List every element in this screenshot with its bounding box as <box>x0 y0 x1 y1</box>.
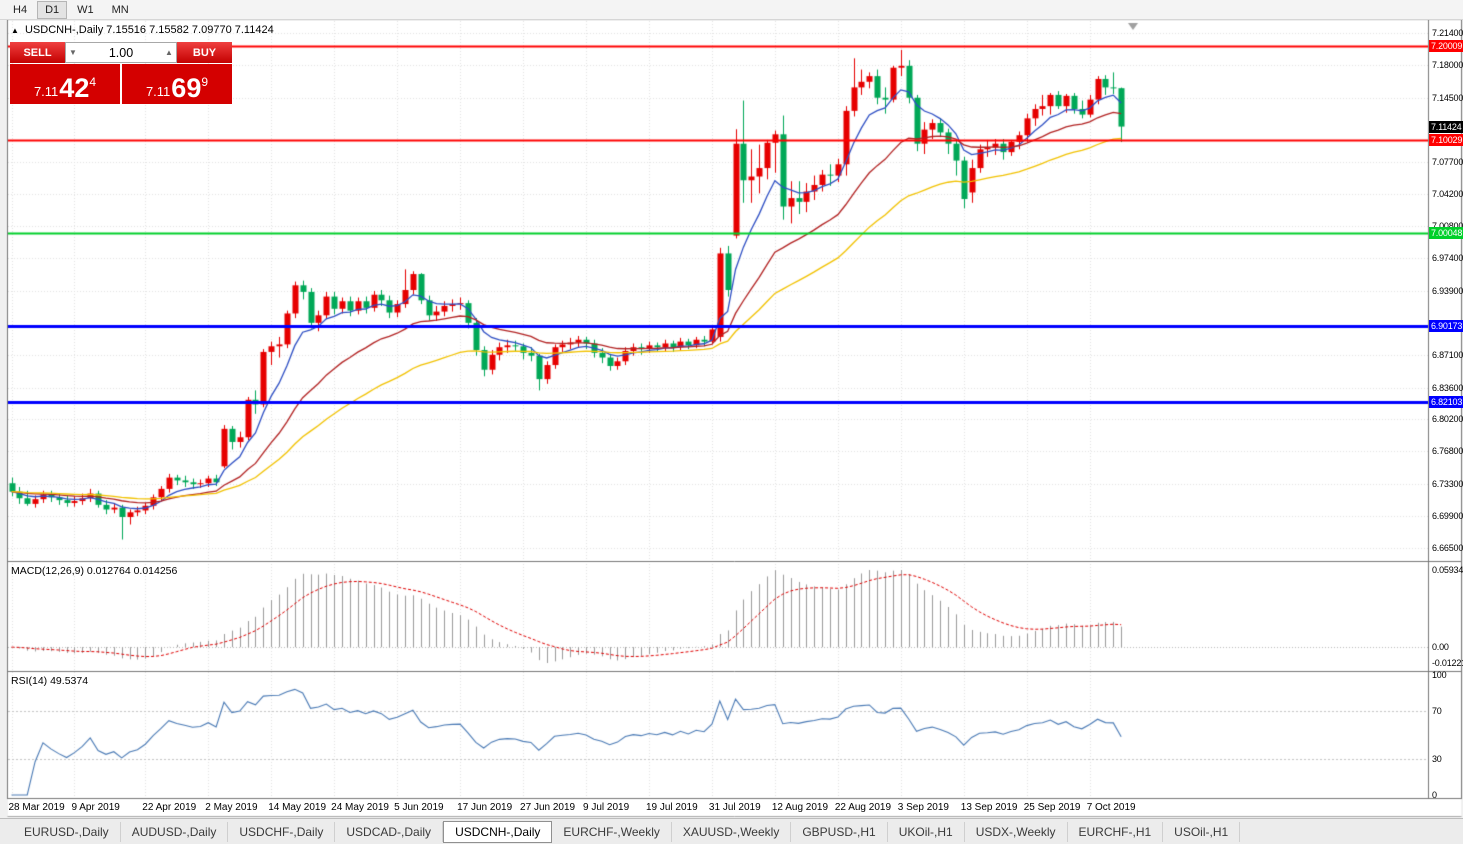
volume-input[interactable]: ▼ 1.00 ▲ <box>65 42 177 63</box>
chart-tab-bar: EURUSD-,Daily AUDUSD-,Daily USDCHF-,Daily U… <box>0 818 1463 844</box>
chart-tab[interactable]: AUDUSD-,Daily <box>121 821 229 842</box>
chart-tab[interactable]: XAUUSD-,Weekly <box>672 821 792 842</box>
chart-tab[interactable]: EURUSD-,Daily <box>13 821 121 842</box>
chart-tab[interactable]: USDCHF-,Daily <box>228 821 336 842</box>
sell-price-pip: 4 <box>89 75 97 89</box>
macd-indicator-label: MACD(12,26,9) 0.012764 0.014256 <box>11 565 178 577</box>
volume-increase-icon[interactable]: ▲ <box>165 48 173 57</box>
chart-tab[interactable]: EURCHF-,Weekly <box>552 821 672 842</box>
volume-value[interactable]: 1.00 <box>108 45 134 60</box>
chart-tab[interactable]: EURCHF-,H1 <box>1068 821 1164 842</box>
sell-price-main: 7.11 <box>33 84 59 99</box>
volume-decrease-icon[interactable]: ▼ <box>69 48 77 57</box>
timeframe-button-w1[interactable]: W1 <box>77 3 94 16</box>
timeframe-button-h4[interactable]: H4 <box>13 3 28 16</box>
sell-button[interactable]: SELL <box>10 42 65 63</box>
buy-price-main: 7.11 <box>145 84 171 99</box>
chart-tab[interactable]: USDCNH-,Daily <box>443 820 553 843</box>
rsi-indicator-label: RSI(14) 49.5374 <box>11 675 89 687</box>
chart-tab[interactable]: GBPUSD-,H1 <box>791 821 888 842</box>
timeframe-button-d1[interactable]: D1 <box>37 0 68 19</box>
buy-price-display[interactable]: 7.11 69 9 <box>122 64 232 104</box>
chart-ohlc-values: 7.15516 7.15582 7.09770 7.11424 <box>106 24 274 36</box>
one-click-collapse-icon[interactable]: ▲ <box>11 26 19 35</box>
sell-price-display[interactable]: 7.11 42 4 <box>10 64 120 104</box>
chart-canvas[interactable] <box>0 0 1463 820</box>
timeframe-button-mn[interactable]: MN <box>111 3 129 16</box>
buy-button[interactable]: BUY <box>177 42 232 63</box>
buy-price-pip: 9 <box>201 75 209 89</box>
chart-title: ▲ USDCNH-,Daily 7.15516 7.15582 7.09770 … <box>11 24 274 36</box>
sell-price-big: 42 <box>59 73 90 103</box>
timeframe-toolbar: H4 D1 W1 MN <box>0 0 1463 20</box>
chart-tab[interactable]: USDCAD-,Daily <box>335 821 444 842</box>
chart-tab[interactable]: USDX-,Weekly <box>965 821 1068 842</box>
chart-tab[interactable]: UKOil-,H1 <box>888 821 965 842</box>
chart-symbol-period: USDCNH-,Daily <box>24 24 104 36</box>
buy-price-big: 69 <box>171 73 202 103</box>
chart-tab[interactable]: USOil-,H1 <box>1163 821 1241 842</box>
one-click-trading-panel: SELL ▼ 1.00 ▲ BUY 7.11 42 4 7.11 69 9 <box>10 42 232 104</box>
